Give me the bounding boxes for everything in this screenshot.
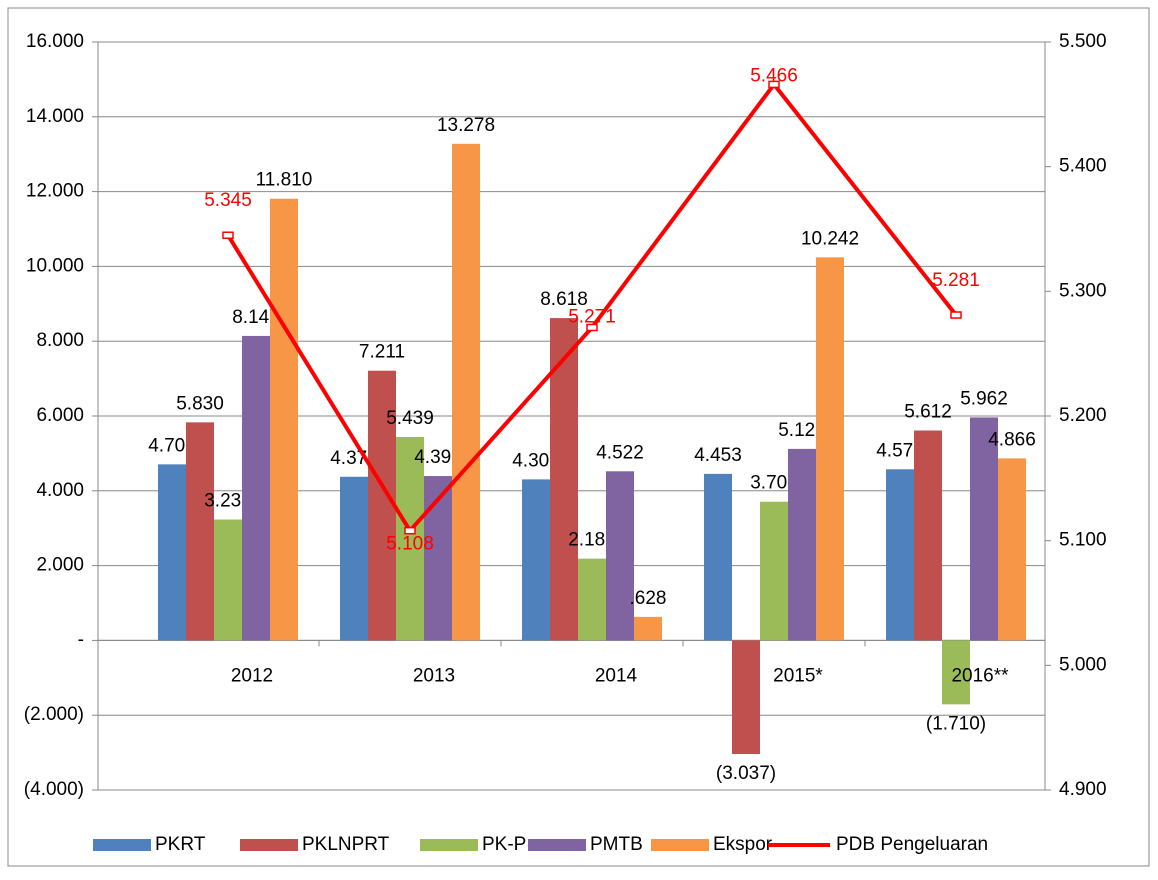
- legend-label: PMTB: [590, 834, 643, 855]
- data-label: 3.708: [750, 473, 798, 494]
- x-tick-label: 2016**: [951, 665, 1009, 686]
- bar: [788, 448, 816, 641]
- bar: [886, 469, 914, 641]
- y-tick-label: 2.000: [36, 555, 84, 576]
- bar: [368, 370, 396, 641]
- y2-tick-label: 5.400: [1059, 156, 1107, 177]
- bar: [158, 464, 186, 641]
- y2-tick-label: 4.900: [1059, 779, 1107, 800]
- bar: [816, 257, 844, 641]
- line-marker: [586, 323, 598, 332]
- bar: [942, 640, 970, 705]
- y-tick-label: -: [78, 629, 84, 650]
- y2-tick-label: 5.100: [1059, 530, 1107, 551]
- bar: [270, 198, 298, 641]
- bar: [396, 436, 424, 641]
- legend-swatch: [240, 839, 298, 851]
- legend-label: PDB Pengeluaran: [836, 834, 988, 855]
- line-marker: [768, 80, 780, 89]
- y-tick-label: 8.000: [36, 330, 84, 351]
- data-label: 5.612: [904, 402, 952, 423]
- bar: [704, 473, 732, 641]
- y-tick-label: 6.000: [36, 405, 84, 426]
- data-label: 10.242: [801, 228, 859, 249]
- bar: [424, 476, 452, 641]
- data-label: (1.710): [926, 713, 986, 734]
- data-label: 5.121: [778, 420, 826, 441]
- y-tick-label: 12.000: [26, 181, 84, 202]
- bar: [340, 476, 368, 641]
- data-label: 11.810: [256, 170, 313, 191]
- data-label: 4.395: [414, 447, 462, 468]
- bar: [606, 471, 634, 641]
- y-tick-label: 16.000: [26, 31, 84, 52]
- y2-tick-label: 5.000: [1059, 654, 1107, 675]
- line-marker: [404, 526, 416, 535]
- bar: [452, 143, 480, 641]
- y2-tick-label: 5.300: [1059, 280, 1107, 301]
- data-label: 4.707: [148, 435, 196, 456]
- y-tick-label: (4.000): [24, 779, 84, 800]
- data-label: 3.233: [204, 491, 252, 512]
- data-label: 8.618: [540, 289, 588, 310]
- bar: [970, 417, 998, 641]
- x-tick-label: 2014: [595, 665, 638, 686]
- x-tick-label: 2013: [413, 665, 455, 686]
- data-label: 4.866: [988, 429, 1036, 450]
- y2-tick-label: 5.500: [1059, 31, 1107, 52]
- line-label: 5.466: [750, 65, 798, 86]
- legend-swatch: [528, 839, 586, 851]
- data-label: 5.439: [386, 408, 434, 429]
- data-label: 5.830: [176, 393, 224, 414]
- data-label: 4.305: [512, 450, 560, 471]
- line-marker: [950, 311, 962, 319]
- bar: [550, 318, 578, 641]
- data-label: 4.375: [330, 448, 378, 469]
- data-label: 4.575: [876, 440, 924, 461]
- line-marker: [222, 231, 234, 239]
- y-tick-label: 4.000: [36, 480, 84, 501]
- y-tick-label: 10.000: [26, 255, 84, 276]
- x-tick-label: 2015*: [773, 665, 823, 686]
- bar: [914, 430, 942, 641]
- bar: [522, 479, 550, 641]
- data-label: 2.186: [568, 530, 616, 551]
- data-label: 8.141: [232, 307, 280, 328]
- bar: [760, 501, 788, 641]
- bar: [578, 558, 606, 641]
- legend-label: PKRT: [155, 834, 206, 855]
- bar: [186, 422, 214, 641]
- bar: [214, 519, 242, 641]
- data-label: 7.211: [359, 342, 405, 363]
- legend-swatch: [651, 839, 709, 851]
- bar: [732, 640, 760, 754]
- bar: [242, 335, 270, 641]
- bar: [634, 616, 662, 641]
- data-label: 4.453: [694, 445, 742, 466]
- line-label: 5.281: [932, 270, 980, 291]
- line-label: 5.271: [568, 307, 616, 328]
- data-label: .628: [630, 588, 667, 609]
- y-tick-label: (2.000): [24, 704, 84, 725]
- bar: [998, 458, 1026, 641]
- data-label: 5.962: [960, 388, 1008, 409]
- line-label: 5.108: [386, 534, 434, 555]
- data-label: 13.278: [437, 115, 495, 136]
- legend-swatch: [420, 839, 478, 851]
- x-tick-label: 2012: [231, 665, 273, 686]
- legend-label: PKLNPRT: [302, 834, 390, 855]
- y2-tick-label: 5.200: [1059, 405, 1107, 426]
- legend-swatch: [93, 839, 151, 851]
- y-tick-label: 14.000: [26, 106, 84, 127]
- data-label: (3.037): [716, 763, 776, 784]
- data-label: 4.522: [596, 442, 644, 463]
- line-label: 5.345: [204, 190, 252, 211]
- legend-label: PK-P: [482, 834, 526, 855]
- legend-label: Ekspor: [713, 834, 773, 855]
